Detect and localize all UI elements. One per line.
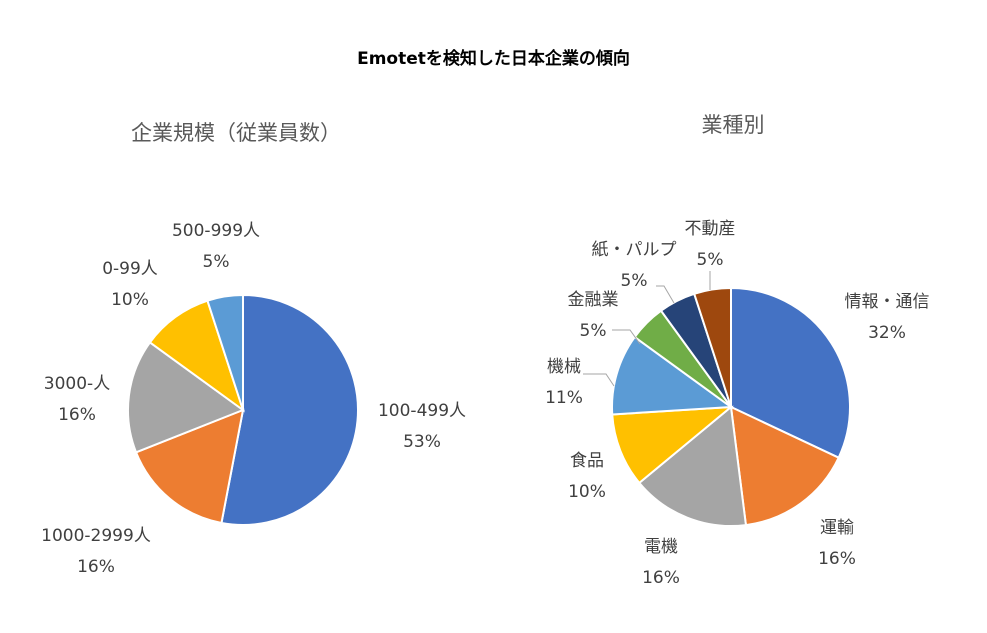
slice-percent-label: 10%: [568, 482, 606, 502]
slice-percent-label: 10%: [111, 290, 149, 310]
pie-slice: [220, 293, 359, 526]
slice-percent-label: 5%: [580, 321, 607, 341]
pie-slice: [730, 286, 851, 459]
slice-label: 500-999人: [172, 221, 260, 241]
pie-slice: [127, 341, 246, 454]
slice-percent-label: 53%: [403, 432, 441, 452]
main-title: Emotetを検知した日本企業の傾向: [357, 49, 630, 69]
pie-chart-company-size: 100-499人 53% 1000-2999人 16% 3000-人 16% 0-99人 10…: [41, 221, 466, 577]
pie-slice: [134, 408, 245, 525]
slice-percent-label: 5%: [697, 250, 724, 270]
pie-slice: [729, 405, 841, 527]
slice-percent-label: 16%: [642, 568, 680, 588]
slice-label: 食品: [570, 451, 604, 471]
slice-label: 100-499人: [378, 401, 466, 421]
slice-percent-label: 16%: [818, 549, 856, 569]
leader-line: [583, 373, 615, 387]
slice-label: 3000-人: [44, 374, 110, 394]
pie-slice: [206, 293, 244, 411]
pie-slice: [637, 405, 748, 527]
slice-label: 情報・通信: [845, 292, 930, 312]
pie-slice: [611, 405, 735, 485]
chart-2-title: 業種別: [702, 113, 765, 137]
slice-percent-label: 16%: [77, 557, 115, 577]
slice-label: 金融業: [568, 290, 619, 310]
slice-label: 電機: [644, 537, 678, 557]
slice-label: 運輸: [820, 518, 854, 538]
pie-slice: [692, 286, 732, 408]
pie-chart-industry: 情報・通信32%運輸16%電機16%食品10%機械11%金融業5%紙・パルプ5%…: [545, 219, 929, 588]
slice-label: 1000-2999人: [41, 526, 151, 546]
slice-label: 紙・パルプ: [592, 240, 677, 260]
slice-percent-label: 11%: [545, 388, 583, 408]
slice-label: 不動産: [685, 219, 736, 239]
leader-line: [612, 329, 641, 345]
slice-percent-label: 5%: [203, 252, 230, 272]
slice-label: 機械: [547, 357, 581, 377]
slice-percent-label: 5%: [621, 271, 648, 291]
leader-line: [656, 285, 675, 304]
pie-slice: [611, 335, 734, 416]
chart-1-title: 企業規模（従業員数）: [131, 121, 341, 145]
slice-percent-label: 16%: [58, 405, 96, 425]
pie-slice: [148, 299, 245, 413]
slice-label: 0-99人: [102, 259, 158, 279]
slice-percent-label: 32%: [868, 323, 906, 343]
